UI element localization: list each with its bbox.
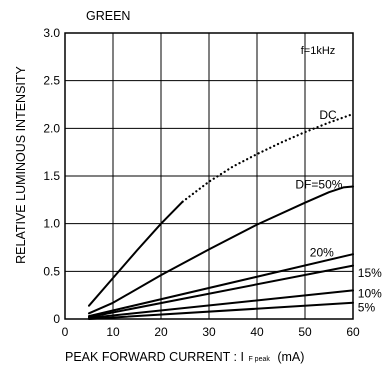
x-tick-label: 40 [250, 325, 264, 339]
series-label: DF=50% [295, 178, 342, 192]
y-tick-label: 2.5 [43, 74, 60, 88]
x-tick-label: 10 [106, 325, 120, 339]
x-axis-label-sub: F peak [248, 356, 270, 363]
series-line [88, 185, 354, 315]
series-line [88, 264, 354, 319]
x-tick-label: 60 [346, 325, 360, 339]
grid [65, 33, 353, 319]
tick-labels: 0 10 20 30 40 50 60 0 0.5 1.0 1.5 2.0 2.5 3.0 [43, 26, 360, 339]
y-axis-label: RELATIVE LUMINOUS INTENSITY [14, 65, 28, 263]
y-tick-label: 0.5 [43, 264, 60, 278]
series-label: 15% [358, 266, 382, 280]
series-layer [88, 112, 355, 320]
x-axis-label-main: PEAK FORWARD CURRENT : I [65, 350, 244, 364]
y-tick-label: 2.0 [43, 121, 60, 135]
series-line [88, 253, 354, 318]
chart-title: GREEN [86, 9, 130, 23]
series-label: DC [319, 108, 337, 122]
y-tick-label: 1.0 [43, 217, 60, 231]
x-tick-label: 50 [298, 325, 312, 339]
y-tick-label: 3.0 [43, 26, 60, 40]
series-label: 10% [358, 286, 382, 300]
series-line [88, 301, 354, 320]
plot-frame [64, 32, 354, 320]
x-tick-label: 20 [154, 325, 168, 339]
y-tick-label: 1.5 [43, 169, 60, 183]
annotations: DC DF=50% 20% 15% 10%5% [295, 108, 382, 315]
series-line [88, 200, 184, 307]
x-axis-label: PEAK FORWARD CURRENT : I F peak (mA) [65, 350, 304, 364]
chart-subtitle: f=1kHz [301, 45, 336, 57]
x-tick-label: 30 [202, 325, 216, 339]
series-label: 5% [358, 301, 376, 315]
x-tick-label: 0 [62, 325, 69, 339]
series-line [181, 112, 355, 203]
x-axis-label-unit: (mA) [277, 350, 304, 364]
series-line [88, 289, 354, 319]
series-label: 20% [310, 245, 334, 259]
y-tick-label: 0 [53, 312, 60, 326]
